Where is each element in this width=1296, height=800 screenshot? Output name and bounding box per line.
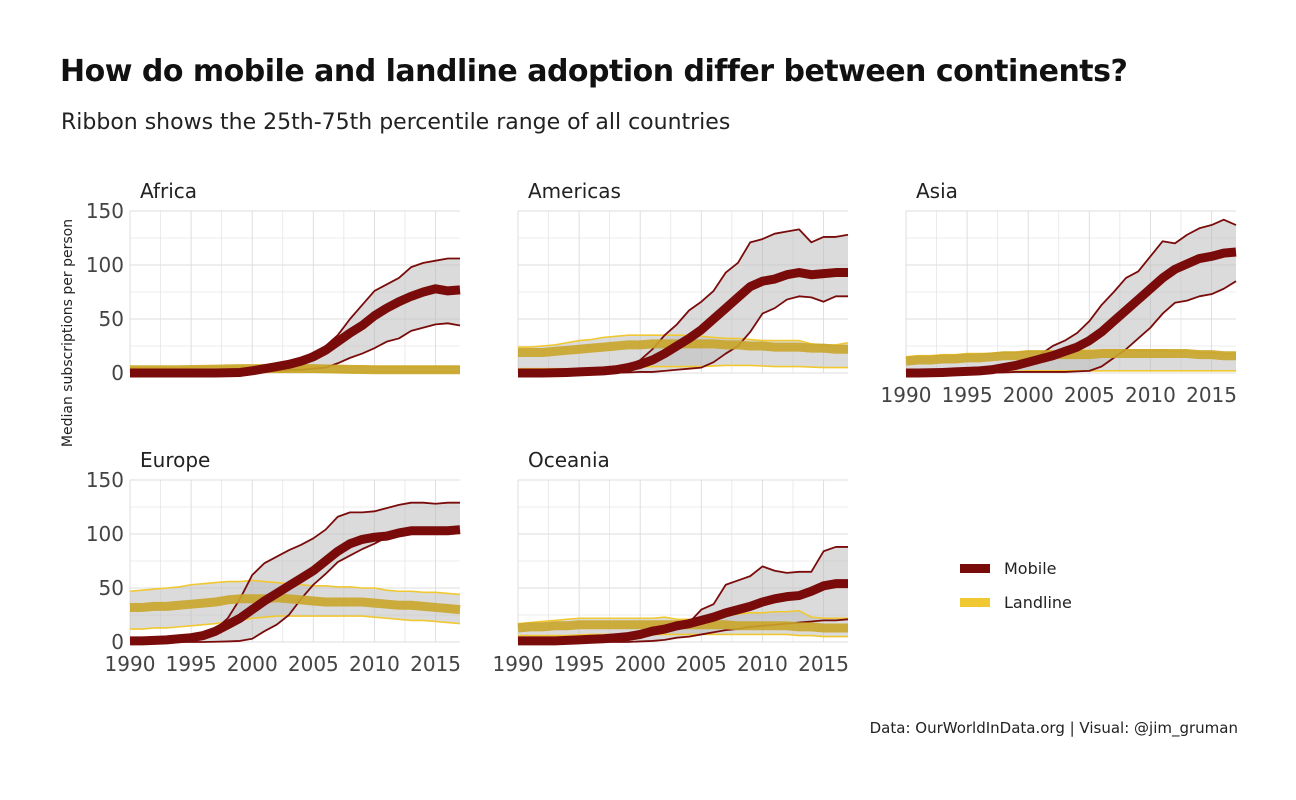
x-tick-label: 1990 xyxy=(493,652,544,676)
y-tick-label: 100 xyxy=(86,253,124,277)
legend-item-mobile: Mobile xyxy=(960,551,1072,585)
x-tick-label: 1995 xyxy=(166,652,217,676)
y-tick-label: 0 xyxy=(111,630,124,654)
legend-key-landline xyxy=(960,597,990,607)
grid xyxy=(905,210,1236,374)
panel-americas: Americas xyxy=(517,179,849,378)
panel-asia: Asia 1990 1995 2000 2005 2010 2015 xyxy=(881,179,1237,407)
x-tick-label: 2000 xyxy=(615,652,666,676)
legend-label-mobile: Mobile xyxy=(1004,558,1057,578)
x-tick-label: 2005 xyxy=(676,652,727,676)
y-tick-label: 50 xyxy=(99,307,124,331)
x-tick-label: 2010 xyxy=(737,652,788,676)
legend-key-mobile xyxy=(960,563,990,573)
mobile-median-line xyxy=(518,268,848,378)
y-tick-label: 50 xyxy=(99,576,124,600)
landline-p25-line xyxy=(130,615,461,630)
panel-europe: Europe 0 50 100 150 1990 1995 2000 2005 2010 2015 xyxy=(86,448,461,676)
y-tick-label: 150 xyxy=(86,468,124,492)
x-tick-label: 1995 xyxy=(942,383,993,407)
legend-label-landline: Landline xyxy=(1004,592,1072,612)
caption: Data: OurWorldInData.org | Visual: @jim_… xyxy=(869,719,1238,737)
x-tick-label: 2015 xyxy=(1186,383,1237,407)
panel-title: Asia xyxy=(916,179,958,203)
panel-title: Europe xyxy=(140,448,210,472)
legend-item-landline: Landline xyxy=(960,585,1072,619)
x-tick-label: 2005 xyxy=(288,652,339,676)
panel-title: Africa xyxy=(140,179,197,203)
mobile-median-line xyxy=(518,579,848,646)
panel-title: Americas xyxy=(528,179,621,203)
x-tick-label: 2015 xyxy=(410,652,461,676)
y-tick-label: 0 xyxy=(111,361,124,385)
chart-title: How do mobile and landline adoption diff… xyxy=(60,54,1128,89)
panel-africa: Africa 0 50 100 150 xyxy=(86,179,461,385)
y-tick-label: 150 xyxy=(86,199,124,223)
x-tick-label: 2010 xyxy=(349,652,400,676)
landline-p75-line xyxy=(517,609,848,625)
x-tick-label: 1990 xyxy=(881,383,932,407)
mobile-median-line xyxy=(906,247,1237,378)
x-tick-label: 1995 xyxy=(554,652,605,676)
x-tick-label: 1990 xyxy=(105,652,156,676)
mobile-ribbon xyxy=(130,258,460,373)
mobile-ribbon xyxy=(906,219,1236,373)
mobile-ribbon xyxy=(518,229,848,373)
panel-oceania: Oceania 1990 1995 2000 2005 2010 2015 xyxy=(493,448,849,676)
landline-median-line xyxy=(130,593,461,615)
y-tick-label: 100 xyxy=(86,522,124,546)
landline-median-line xyxy=(905,349,1236,366)
chart-subtitle: Ribbon shows the 25th-75th percentile ra… xyxy=(61,110,731,135)
x-tick-label: 2000 xyxy=(227,652,278,676)
mobile-median-line xyxy=(130,525,461,646)
x-tick-label: 2000 xyxy=(1003,383,1054,407)
x-tick-label: 2015 xyxy=(798,652,849,676)
x-tick-label: 2005 xyxy=(1064,383,1115,407)
panel-title: Oceania xyxy=(528,448,610,472)
landline-p75-line xyxy=(518,334,849,348)
mobile-median-line xyxy=(130,284,461,378)
x-tick-label: 2010 xyxy=(1125,383,1176,407)
landline-p25-line xyxy=(518,633,848,638)
legend: Mobile Landline xyxy=(960,551,1072,619)
